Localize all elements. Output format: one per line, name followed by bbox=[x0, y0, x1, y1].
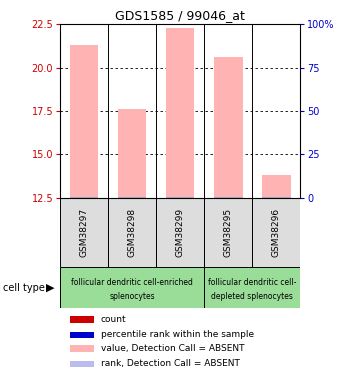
Bar bbox=[204, 198, 252, 267]
Text: rank, Detection Call = ABSENT: rank, Detection Call = ABSENT bbox=[101, 359, 240, 368]
Bar bbox=[60, 198, 108, 267]
Bar bbox=[262, 196, 291, 199]
Text: count: count bbox=[101, 315, 127, 324]
Text: ▶: ▶ bbox=[46, 283, 55, 292]
Bar bbox=[262, 175, 291, 198]
Text: GSM38298: GSM38298 bbox=[128, 208, 137, 257]
Bar bbox=[166, 196, 194, 199]
Text: percentile rank within the sample: percentile rank within the sample bbox=[101, 330, 254, 339]
Bar bbox=[118, 110, 146, 198]
Bar bbox=[70, 332, 94, 338]
Bar bbox=[70, 45, 98, 198]
Title: GDS1585 / 99046_at: GDS1585 / 99046_at bbox=[115, 9, 245, 22]
Bar bbox=[118, 196, 146, 199]
Text: follicular dendritic cell-enriched: follicular dendritic cell-enriched bbox=[71, 278, 193, 287]
Bar bbox=[204, 267, 300, 308]
Bar bbox=[166, 28, 194, 198]
Bar bbox=[252, 198, 300, 267]
Bar bbox=[60, 267, 204, 308]
Bar bbox=[70, 316, 94, 323]
Text: GSM38296: GSM38296 bbox=[272, 208, 281, 257]
Bar bbox=[70, 196, 98, 199]
Text: GSM38297: GSM38297 bbox=[80, 208, 88, 257]
Bar bbox=[70, 360, 94, 367]
Bar bbox=[214, 196, 243, 199]
Text: GSM38299: GSM38299 bbox=[176, 208, 185, 257]
Text: follicular dendritic cell-: follicular dendritic cell- bbox=[208, 278, 296, 287]
Text: depleted splenocytes: depleted splenocytes bbox=[211, 292, 293, 301]
Text: value, Detection Call = ABSENT: value, Detection Call = ABSENT bbox=[101, 344, 244, 353]
Bar bbox=[108, 198, 156, 267]
Text: cell type: cell type bbox=[3, 283, 45, 292]
Bar bbox=[70, 345, 94, 352]
Text: splenocytes: splenocytes bbox=[109, 292, 155, 301]
Text: GSM38295: GSM38295 bbox=[224, 208, 233, 257]
Bar bbox=[156, 198, 204, 267]
Bar bbox=[214, 57, 243, 198]
